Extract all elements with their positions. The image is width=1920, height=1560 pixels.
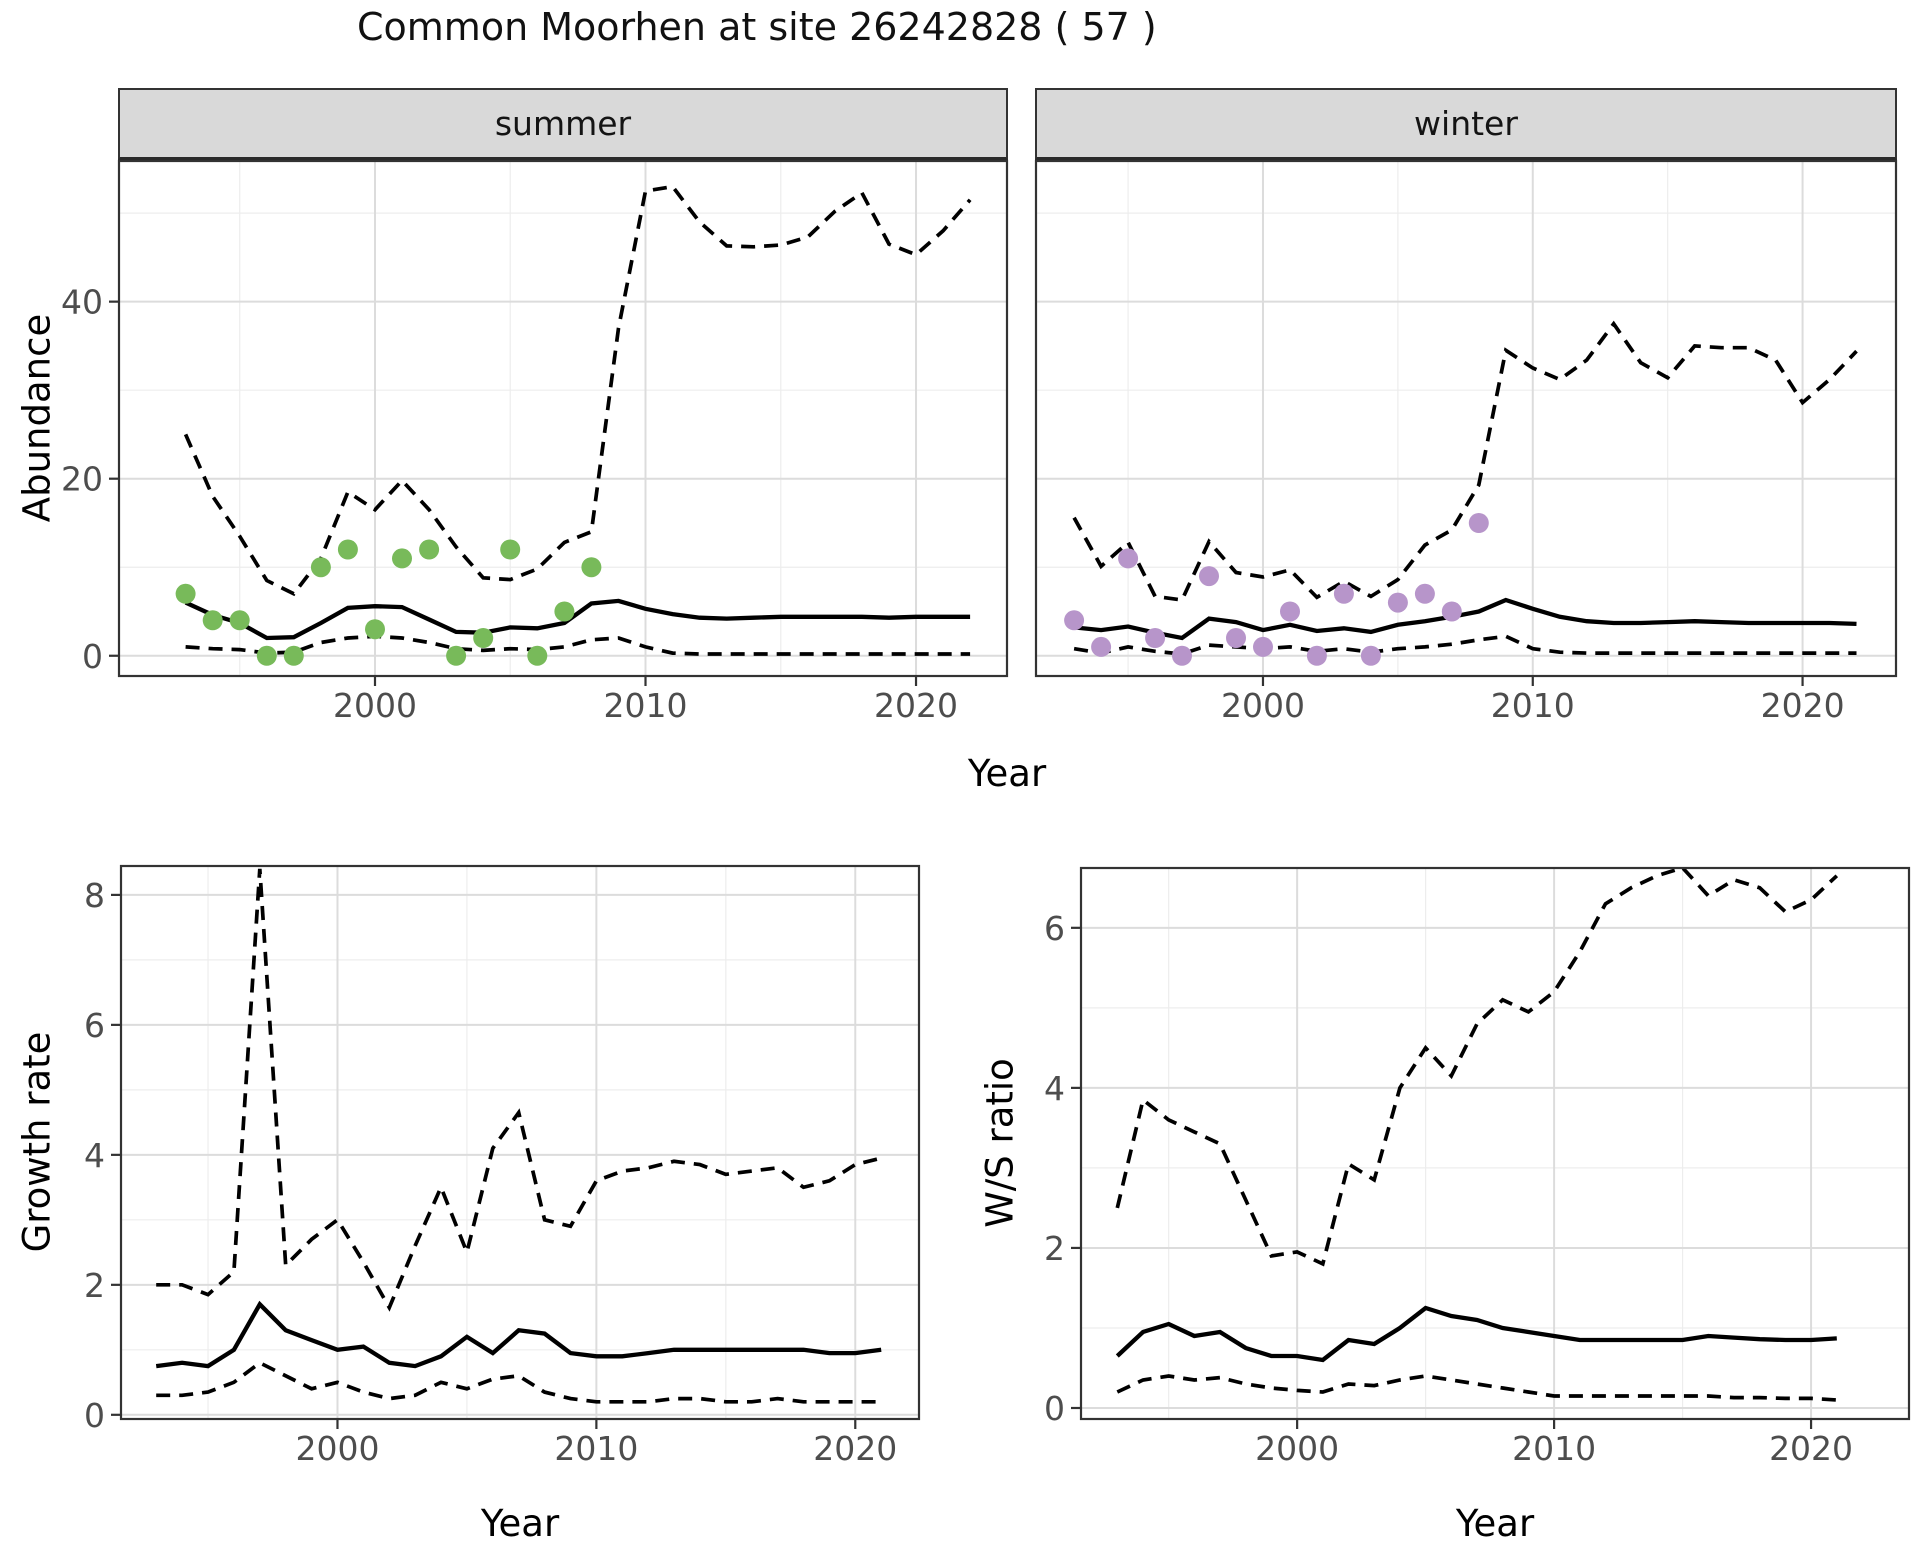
abundance-summer-chart: 2000 2010 2020 0 20 40 [61, 159, 1009, 725]
facet-strip-summer: summer [118, 88, 1008, 160]
y-tick-label: 20 [61, 460, 103, 499]
abundance-winter-estimate-line [1073, 597, 1857, 641]
abundance-summer-observed-count [202, 610, 223, 631]
abundance-summer-observed-count [419, 539, 440, 560]
growth-rate-upper-ci-line [156, 868, 882, 1312]
abundance-winter-observed-count [1387, 592, 1408, 613]
y-axis-title-ws-ratio: W/S ratio [978, 1058, 1022, 1228]
y-tick-label: 0 [1044, 1389, 1065, 1428]
ws-ratio-upper-ci-line [1115, 865, 1839, 1267]
x-tick-label: 2000 [1221, 686, 1305, 725]
x-tick-label: 2020 [813, 1429, 897, 1468]
abundance-summer-observed-count [527, 645, 548, 666]
y-tick-label: 6 [1044, 909, 1065, 948]
growth-rate-plot: 2000 2010 2020 0 2 4 6 8 [84, 864, 921, 1468]
abundance-winter-observed-count [1253, 636, 1273, 657]
abundance-summer-estimate-line [184, 598, 971, 641]
abundance-winter-observed-count [1468, 513, 1489, 533]
abundance-winter-upper-ci-line [1072, 320, 1858, 603]
abundance-winter-observed-count [1118, 548, 1139, 569]
abundance-winter-observed-count [1333, 583, 1354, 604]
x-tick-label: 2010 [554, 1429, 638, 1468]
panel-border [1034, 159, 1898, 678]
x-tick-label: 2020 [874, 686, 958, 725]
ws-ratio-estimate-line [1115, 1305, 1837, 1363]
abundance-summer-observed-count [554, 601, 575, 622]
growth-rate-estimate-line [155, 1300, 882, 1369]
x-tick-label: 2000 [295, 1429, 379, 1468]
abundance-summer-observed-count [229, 610, 250, 631]
abundance-summer-observed-count [500, 539, 521, 560]
abundance-summer-observed-count [446, 645, 467, 666]
abundance-winter-observed-count [1172, 645, 1192, 666]
abundance-winter-plot: 2000 2010 2020 [1034, 159, 1898, 725]
abundance-summer-observed-count [365, 619, 385, 640]
abundance-summer-observed-count [392, 548, 412, 569]
growth-rate-lower-ci-line [156, 1360, 882, 1404]
abundance-summer-observed-count [175, 583, 196, 604]
x-tick-label: 2010 [1512, 1429, 1596, 1468]
x-axis-title-year-growth: Year [480, 1502, 560, 1545]
abundance-winter-observed-count [1226, 628, 1246, 648]
abundance-summer-observed-count [581, 557, 602, 578]
abundance-summer-observed-count [310, 557, 331, 578]
y-tick-label: 0 [84, 1396, 105, 1435]
y-tick-label: 6 [84, 1006, 105, 1045]
abundance-summer-observed-count [473, 628, 494, 648]
abundance-winter-observed-count [1064, 610, 1085, 631]
x-axis-title-year-ws: Year [1455, 1502, 1535, 1545]
abundance-winter-observed-count [1145, 628, 1166, 648]
abundance-winter-observed-count [1414, 583, 1435, 604]
x-tick-label: 2010 [604, 686, 688, 725]
y-tick-label: 2 [1044, 1229, 1065, 1268]
abundance-winter-lower-ci-line [1073, 634, 1857, 656]
ws-ratio-plot: 2000 2010 2020 0 2 4 6 [1044, 865, 1911, 1468]
figure-title: Common Moorhen at site 26242828 ( 57 ) [357, 5, 1157, 49]
abundance-summer-lower-ci-line [185, 634, 971, 656]
x-tick-label: 2020 [1761, 686, 1845, 725]
y-tick-label: 4 [1044, 1069, 1065, 1108]
facet-strip-winter: winter [1035, 88, 1897, 160]
y-tick-label: 4 [84, 1136, 105, 1175]
abundance-winter-observed-count [1306, 645, 1327, 666]
x-tick-label: 2020 [1769, 1429, 1853, 1468]
abundance-winter-observed-count [1280, 601, 1300, 622]
growth-rate-chart: 2000 2010 2020 0 2 4 6 8 [84, 864, 921, 1468]
abundance-summer-observed-count [256, 645, 277, 666]
y-tick-label: 40 [61, 283, 103, 322]
panel-border [119, 864, 921, 1421]
abundance-winter-observed-count [1091, 636, 1112, 657]
abundance-winter-chart: 2000 2010 2020 [1034, 159, 1898, 725]
abundance-winter-observed-count [1360, 645, 1381, 666]
ws-ratio-lower-ci-line [1116, 1374, 1837, 1402]
y-axis-title-abundance: Abundance [15, 313, 59, 523]
facet-strip-winter-label: winter [1414, 104, 1518, 143]
facet-strip-summer-label: summer [494, 104, 632, 143]
abundance-winter-observed-count [1441, 601, 1462, 622]
y-axis-title-growth-rate: Growth rate [15, 1031, 59, 1253]
x-tick-label: 2010 [1491, 686, 1575, 725]
y-tick-label: 0 [82, 637, 103, 676]
x-tick-label: 2000 [1255, 1429, 1339, 1468]
abundance-winter-observed-count [1199, 566, 1219, 587]
y-tick-label: 8 [84, 876, 105, 915]
abundance-summer-observed-count [283, 645, 304, 666]
y-tick-label: 2 [84, 1266, 105, 1305]
abundance-summer-observed-count [337, 539, 358, 560]
panel-border [117, 159, 1009, 678]
panel-border [1079, 866, 1911, 1421]
abundance-summer-plot: 2000 2010 2020 0 20 40 [61, 159, 1009, 725]
x-axis-title-year-top: Year [967, 752, 1047, 795]
x-tick-label: 2000 [333, 686, 417, 725]
ws-ratio-chart: 2000 2010 2020 0 2 4 6 [1044, 865, 1911, 1468]
